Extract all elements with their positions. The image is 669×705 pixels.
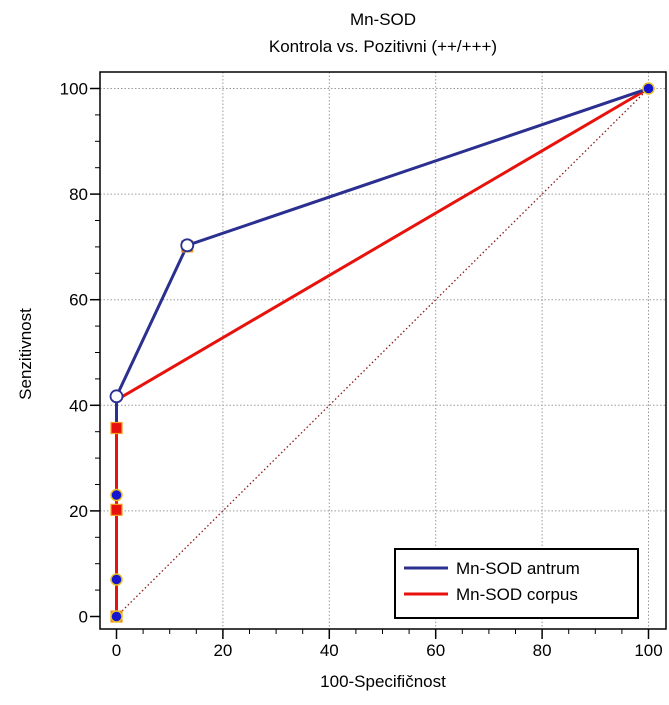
x-tick-label: 60 bbox=[426, 641, 445, 660]
y-tick-label: 80 bbox=[69, 185, 88, 204]
chart-title: Mn-SOD bbox=[350, 10, 416, 29]
y-tick-label: 0 bbox=[79, 608, 88, 627]
reference-layer bbox=[116, 88, 649, 617]
antrum-point bbox=[180, 238, 195, 253]
threshold-point bbox=[110, 573, 123, 586]
x-tick-label: 80 bbox=[533, 641, 552, 660]
marker-layer bbox=[109, 82, 655, 623]
plot-frame bbox=[99, 71, 667, 630]
grid bbox=[100, 72, 666, 629]
legend-label-corpus: Mn-SOD corpus bbox=[456, 585, 578, 604]
x-tick-label: 20 bbox=[213, 641, 232, 660]
threshold-point bbox=[110, 610, 123, 623]
y-tick-label: 60 bbox=[69, 291, 88, 310]
y-tick-label: 100 bbox=[60, 80, 88, 99]
axis-ticks: 0 20 40 60 80 100 0 20 40 60 80 100 bbox=[60, 80, 663, 661]
x-axis-label: 100-Specifičnost bbox=[320, 672, 446, 691]
y-tick-label: 40 bbox=[69, 396, 88, 415]
corpus-point bbox=[110, 503, 123, 516]
antrum-point bbox=[109, 389, 124, 404]
x-tick-label: 40 bbox=[320, 641, 339, 660]
series-line-antrum bbox=[115, 87, 649, 432]
legend-label-antrum: Mn-SOD antrum bbox=[456, 559, 580, 578]
legend-box bbox=[394, 548, 639, 619]
legend: Mn-SOD antrum Mn-SOD corpus bbox=[394, 548, 639, 619]
chart-subtitle: Kontrola vs. Pozitivni (++/+++) bbox=[269, 37, 497, 56]
y-tick-label: 20 bbox=[69, 502, 88, 521]
x-tick-label: 0 bbox=[112, 641, 121, 660]
reference-diagonal-line bbox=[116, 88, 649, 617]
threshold-point bbox=[110, 488, 123, 502]
threshold-point bbox=[642, 82, 655, 95]
corpus-point bbox=[110, 421, 123, 435]
x-tick-label: 100 bbox=[634, 641, 662, 660]
y-axis-label: Senzitivnost bbox=[16, 308, 35, 400]
